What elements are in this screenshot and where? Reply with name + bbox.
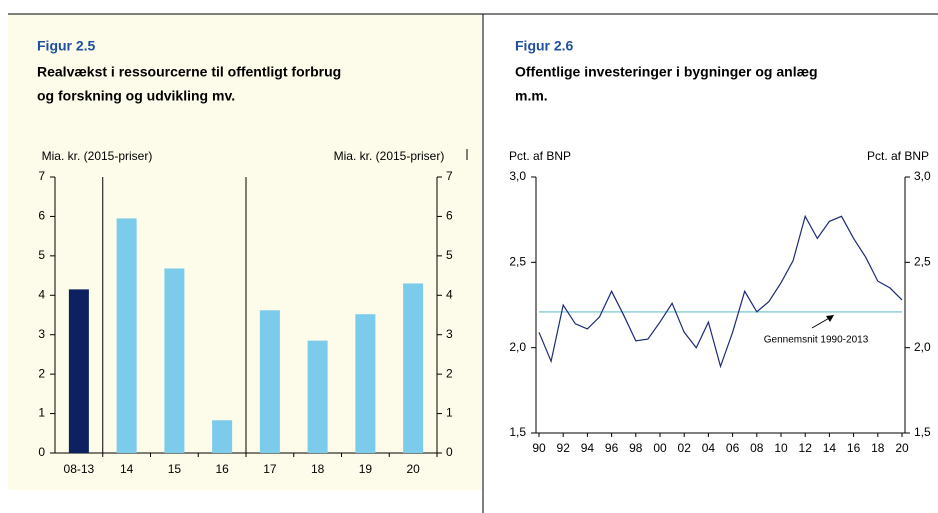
y-tick-label: 6 xyxy=(38,209,45,223)
y2-tick-label: 2 xyxy=(446,366,453,380)
x-tick-label: 15 xyxy=(168,462,182,476)
line-series xyxy=(538,214,903,369)
annotation-arrow xyxy=(811,316,832,329)
x-tick-label: 96 xyxy=(605,441,619,455)
bar xyxy=(68,289,89,453)
y-tick-label: 2 xyxy=(38,366,45,380)
y2-tick-label: 7 xyxy=(446,169,453,183)
y2-tick-label: 1 xyxy=(446,406,453,420)
bar xyxy=(212,420,233,453)
y2-tick-label: 0 xyxy=(446,445,453,459)
y2-tick-label: 4 xyxy=(446,287,453,301)
x-tick-label: 08 xyxy=(750,441,764,455)
y-tick-label: 1 xyxy=(38,406,45,420)
y-axis-label: Mia. kr. (2015-priser) xyxy=(42,149,153,163)
bar xyxy=(307,340,328,453)
y2-tick-label: 2,0 xyxy=(914,340,931,354)
y-tick-label: 1,5 xyxy=(509,425,526,439)
figure-label: Figur 2.5 xyxy=(37,38,96,54)
y2-axis-label: Mia. kr. (2015-priser) xyxy=(334,149,445,163)
y-tick-label: 4 xyxy=(38,287,45,301)
y2-tick-label: 1,5 xyxy=(914,425,931,439)
x-tick-label: 94 xyxy=(581,441,595,455)
y-tick-label: 2,5 xyxy=(509,255,526,269)
chart-subtitle: m.m. xyxy=(515,88,548,104)
x-tick-label: 08-13 xyxy=(64,462,95,476)
x-tick-label: 06 xyxy=(726,441,740,455)
x-tick-label: 02 xyxy=(678,441,692,455)
y-tick-label: 0 xyxy=(38,445,45,459)
y-tick-label: 2,0 xyxy=(509,340,526,354)
x-tick-label: 18 xyxy=(871,441,885,455)
bar xyxy=(403,283,424,453)
x-tick-label: 98 xyxy=(629,441,643,455)
chart-subtitle: og forskning og udvikling mv. xyxy=(37,88,235,104)
x-tick-label: 14 xyxy=(120,462,134,476)
x-tick-label: 16 xyxy=(215,462,229,476)
x-tick-label: 10 xyxy=(774,441,788,455)
x-tick-label: 00 xyxy=(653,441,667,455)
y2-tick-label: 6 xyxy=(446,209,453,223)
bar xyxy=(259,310,280,453)
figure-label: Figur 2.6 xyxy=(515,38,574,54)
y-tick-label: 7 xyxy=(38,169,45,183)
x-tick-label: 14 xyxy=(823,441,837,455)
x-tick-label: 90 xyxy=(532,441,546,455)
x-tick-label: 92 xyxy=(557,441,571,455)
arrow-head xyxy=(826,315,834,322)
y2-tick-label: 3 xyxy=(446,327,453,341)
chart-subtitle: Realvækst i ressourcerne til offentligt … xyxy=(37,64,341,80)
chart-subtitle: Offentlige investeringer i bygninger og … xyxy=(515,64,818,80)
annotation: Gennemsnit 1990-2013 xyxy=(764,335,869,346)
y-axis-label: Pct. af BNP xyxy=(509,149,571,163)
x-tick-label: 20 xyxy=(895,441,909,455)
x-tick-label: 12 xyxy=(799,441,813,455)
x-tick-label: 19 xyxy=(359,462,373,476)
bar xyxy=(116,218,137,453)
bar xyxy=(164,268,185,453)
y2-tick-label: 5 xyxy=(446,248,453,262)
y-tick-label: 3 xyxy=(38,327,45,341)
x-tick-label: 18 xyxy=(311,462,325,476)
y2-tick-label: 3,0 xyxy=(914,169,931,183)
y-tick-label: 5 xyxy=(38,248,45,262)
bar xyxy=(355,314,376,453)
y2-axis-label: Pct. af BNP xyxy=(867,149,929,163)
y-tick-label: 3,0 xyxy=(509,169,526,183)
x-tick-label: 17 xyxy=(263,462,277,476)
x-tick-label: 04 xyxy=(702,441,716,455)
x-tick-label: 20 xyxy=(406,462,420,476)
y2-tick-label: 2,5 xyxy=(914,255,931,269)
x-tick-label: 16 xyxy=(847,441,861,455)
